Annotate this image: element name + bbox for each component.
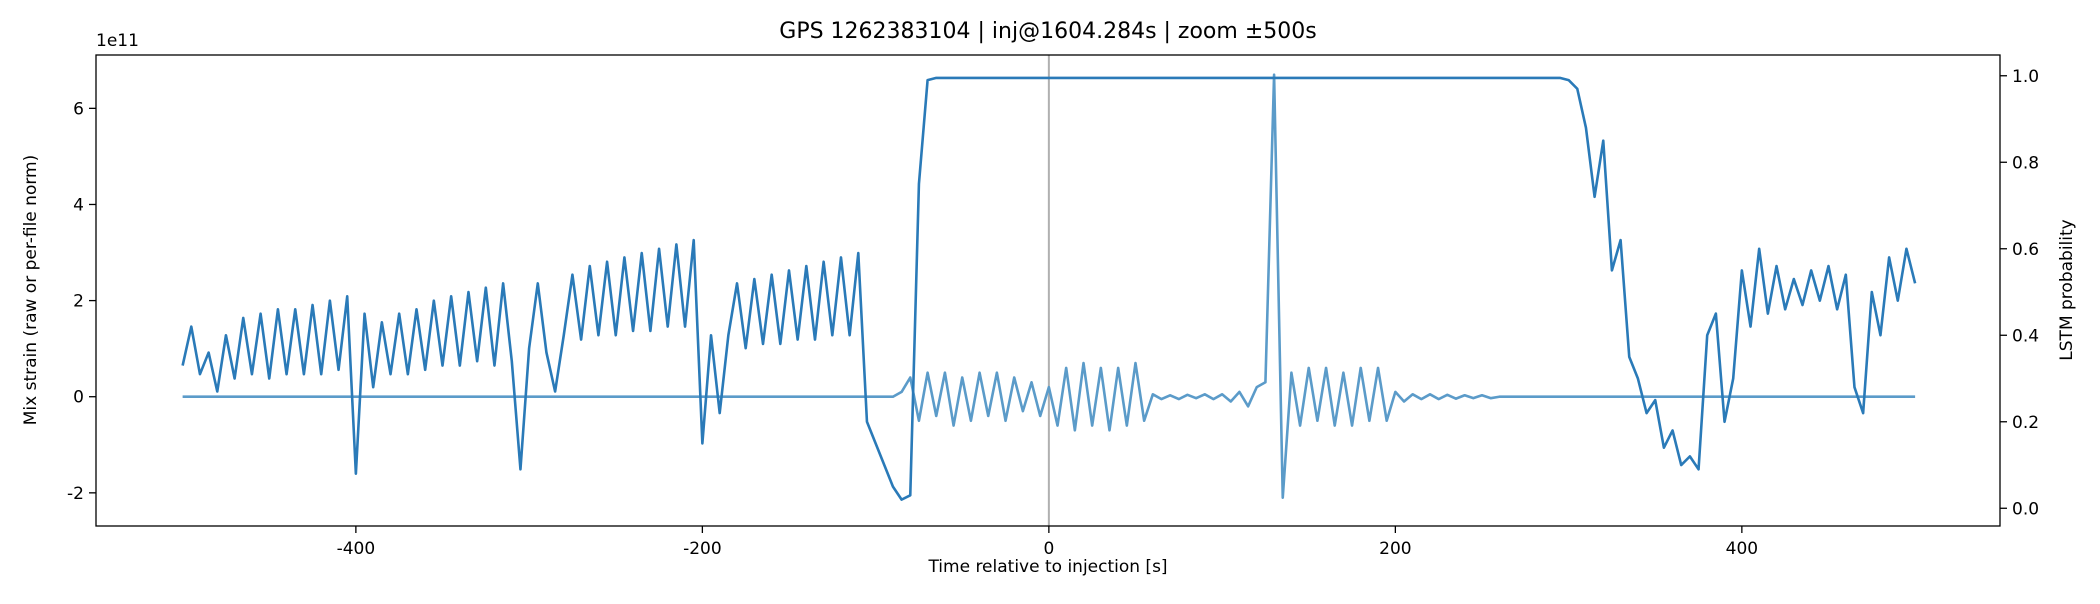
data-line <box>181 76 1917 501</box>
y2-tick-label: 0.2 <box>2012 413 2039 433</box>
x-tick-label: -200 <box>683 539 722 559</box>
y-tick-label: 4 <box>73 195 84 215</box>
y-tick-label: 2 <box>73 292 84 312</box>
x-tick-label: 400 <box>1726 539 1758 559</box>
x-tick-label: -400 <box>337 539 376 559</box>
y-tick-label: 0 <box>73 388 84 408</box>
x-tick-label: 200 <box>1379 539 1411 559</box>
y2-tick-label: 0.6 <box>2012 240 2039 260</box>
y2-axis-label: LSTM probability <box>2057 219 2077 360</box>
y-offset-label: 1e11 <box>96 31 139 51</box>
chart-title: GPS 1262383104 | inj@1604.284s | zoom ±5… <box>779 19 1316 44</box>
y-tick-label: -2 <box>67 484 84 504</box>
y2-tick-label: 0.8 <box>2012 153 2039 173</box>
y2-tick-label: 1.0 <box>2012 67 2039 87</box>
plot-frame <box>95 54 2001 527</box>
y2-tick-label: 0.4 <box>2012 326 2039 346</box>
y-tick-label: 6 <box>73 99 84 119</box>
y2-tick-label: 0.0 <box>2012 499 2039 519</box>
x-tick-label: 0 <box>1043 539 1054 559</box>
data-line <box>182 73 1916 499</box>
x-axis-label: Time relative to injection [s] <box>927 557 1167 577</box>
y-axis-label: Mix strain (raw or per-file norm) <box>21 155 41 425</box>
